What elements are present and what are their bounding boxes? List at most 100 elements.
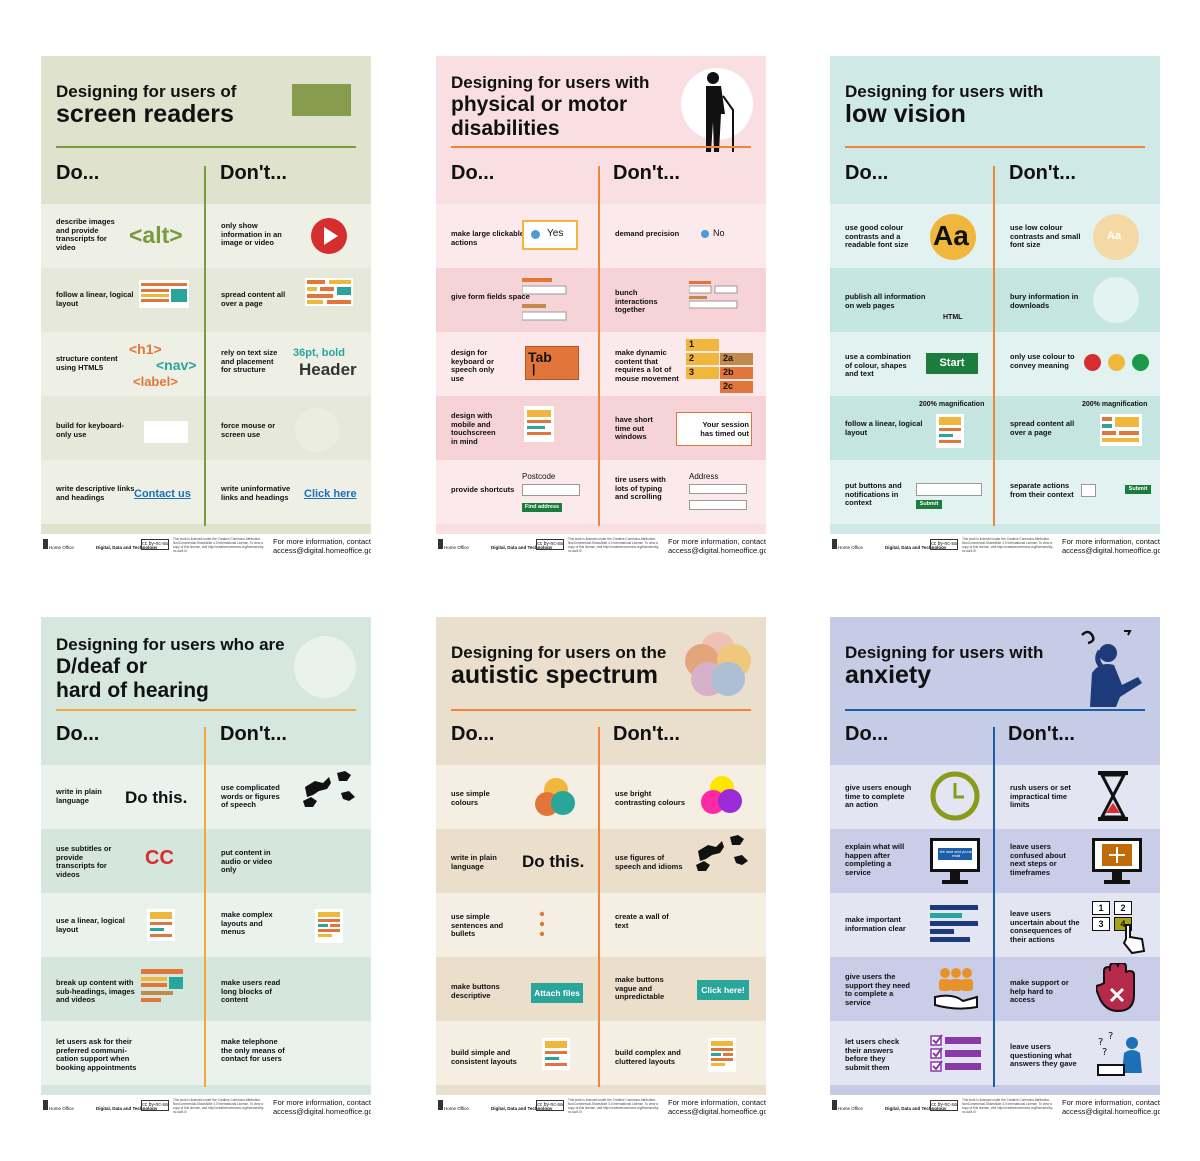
do-text: design for keyboard or speech only use xyxy=(451,348,495,383)
dont-text: make support or help hard to access xyxy=(1010,978,1069,1005)
do-text: use a linear, logical layout xyxy=(56,916,125,934)
do-text: write in plain language xyxy=(451,853,497,871)
dont-text: tire users with lots of typing and scrol… xyxy=(615,475,666,502)
click-here-link[interactable]: Click here xyxy=(304,488,357,500)
dont-text: leave users uncertain about the conseque… xyxy=(1010,909,1080,944)
bunched-fields-icon xyxy=(689,281,738,309)
do-text: let users check their answers before the… xyxy=(845,1037,900,1072)
dont-heading: Don't... xyxy=(220,162,287,184)
cats-and-dogs-icon xyxy=(303,771,355,807)
no-radio-small[interactable] xyxy=(701,230,709,238)
row-4 xyxy=(41,957,371,1021)
submit-button-in-context[interactable]: Submit xyxy=(916,500,942,509)
poster-title: Designing for users with low vision xyxy=(845,82,1044,128)
footer: Home Office Digital, Data and Technology… xyxy=(41,1095,371,1117)
dont-text: make dynamic content that requires a lot… xyxy=(615,348,679,383)
bright-colours-icon xyxy=(701,776,742,814)
questioning-user-icon: ??? xyxy=(1097,1031,1142,1076)
cc-badge: cc by-nc-sa xyxy=(930,1100,958,1111)
dont-text: leave users questioning what answers the… xyxy=(1010,1042,1077,1069)
tab-key: Tab | xyxy=(525,346,579,380)
scattered-layout-icon xyxy=(1100,414,1142,446)
dont-text: spread content all over a page xyxy=(1010,419,1075,437)
separate-input[interactable] xyxy=(1081,484,1096,497)
download-circle xyxy=(1093,277,1139,323)
dont-text: build complex and cluttered layouts xyxy=(615,1048,681,1066)
dont-text: force mouse or screen use xyxy=(221,421,276,439)
footer: Home Office Digital, Data and Technology… xyxy=(436,1095,766,1117)
svg-text:?: ? xyxy=(1102,1047,1107,1058)
do-text: break up content with sub-headings, imag… xyxy=(56,978,135,1005)
poster-title: Designing for users of screen readers xyxy=(56,82,237,128)
row-5 xyxy=(41,1021,371,1085)
do-text: write descriptive links and headings xyxy=(56,484,135,502)
clock-icon xyxy=(930,771,980,821)
footer: Home Office Digital, Data and Technology… xyxy=(830,1095,1160,1117)
bullets-icon xyxy=(539,911,545,937)
do-text: follow a linear, logical layout xyxy=(845,419,923,437)
dont-text: use low colour contrasts and small font … xyxy=(1010,223,1081,250)
confused-monitor-icon xyxy=(1092,838,1142,884)
dont-text: bunch interactions together xyxy=(615,288,658,315)
play-icon xyxy=(311,218,347,254)
do-this-text: Do this. xyxy=(522,852,585,871)
do-text: make large clickable actions xyxy=(451,229,524,247)
address-input-1[interactable] xyxy=(689,484,747,494)
row-5 xyxy=(830,460,1160,524)
attach-files-button[interactable]: Attach files xyxy=(531,983,583,1003)
amber-dot xyxy=(1108,354,1125,371)
do-text: give users the support they need to comp… xyxy=(845,972,911,1007)
dont-text: bury information in downloads xyxy=(1010,292,1079,310)
do-text: follow a linear, logical layout xyxy=(56,290,134,308)
high-contrast-aa: Aa xyxy=(930,214,976,260)
do-text: describe images and provide transcripts … xyxy=(56,217,115,252)
dont-text: make buttons vague and unpredictable xyxy=(615,975,665,1002)
do-text: give form fields space xyxy=(451,292,530,301)
header-graphic xyxy=(292,84,351,116)
poster-deaf-hard-of-hearing: Designing for users who are D/deaf or ha… xyxy=(41,617,371,1117)
pointer-hand-icon xyxy=(1122,924,1146,955)
label-tag: <label> xyxy=(133,374,178,389)
yes-radio-large[interactable]: Yes xyxy=(522,220,578,250)
context-input[interactable] xyxy=(916,483,982,496)
dont-text: make users read long blocks of content xyxy=(221,978,281,1005)
simple-colours-icon xyxy=(535,778,575,816)
cc-badge: cc by-nc-sa xyxy=(536,1100,564,1111)
submit-button-separated[interactable]: Submit xyxy=(1125,485,1151,494)
do-text: use good colour contrasts and a readable… xyxy=(845,223,909,250)
alt-tag: <alt> xyxy=(129,222,183,248)
do-text: build simple and consistent layouts xyxy=(451,1048,517,1066)
dont-heading: Don't... xyxy=(613,723,680,745)
do-this-text: Do this. xyxy=(125,788,188,807)
do-text: structure content using HTML5 xyxy=(56,354,118,372)
cc-badge: cc by-nc-sa xyxy=(141,1100,169,1111)
dont-text: separate actions from their context xyxy=(1010,481,1074,499)
crest-icon xyxy=(832,1100,837,1110)
contact-us-link[interactable]: Contact us xyxy=(134,488,191,500)
header-circle xyxy=(294,636,356,698)
find-address-button[interactable]: Find address xyxy=(522,503,562,512)
poster-title: Designing for users with physical or mot… xyxy=(451,73,650,140)
do-text: use simple colours xyxy=(451,789,490,807)
dont-text: only use colour to convey meaning xyxy=(1010,352,1075,370)
scattered-layout-icon xyxy=(305,278,353,306)
poster-anxiety: Designing for users with anxiety Do... D… xyxy=(830,617,1160,1117)
start-button[interactable]: Start xyxy=(926,353,978,374)
address-input-2[interactable] xyxy=(689,500,747,510)
dont-text: rush users or set impractical time limit… xyxy=(1010,783,1071,810)
dont-text: only show information in an image or vid… xyxy=(221,221,282,248)
hourglass-icon xyxy=(1098,771,1128,821)
svg-text:?: ? xyxy=(1098,1037,1103,1048)
colour-circles-icon xyxy=(685,632,751,696)
cats-and-dogs-icon xyxy=(696,835,748,871)
click-here-button[interactable]: Click here! xyxy=(697,980,749,1000)
dont-heading: Don't... xyxy=(220,723,287,745)
low-contrast-aa: Aa xyxy=(1093,214,1139,260)
complex-layout-icon xyxy=(315,909,343,943)
postcode-input[interactable] xyxy=(522,484,580,496)
cluttered-layout-icon xyxy=(708,1038,736,1072)
dont-text: write uninformative links and headings xyxy=(221,484,291,502)
row-1 xyxy=(436,204,766,268)
do-text: use simple sentences and bullets xyxy=(451,912,504,939)
dont-heading: Don't... xyxy=(1008,723,1075,745)
